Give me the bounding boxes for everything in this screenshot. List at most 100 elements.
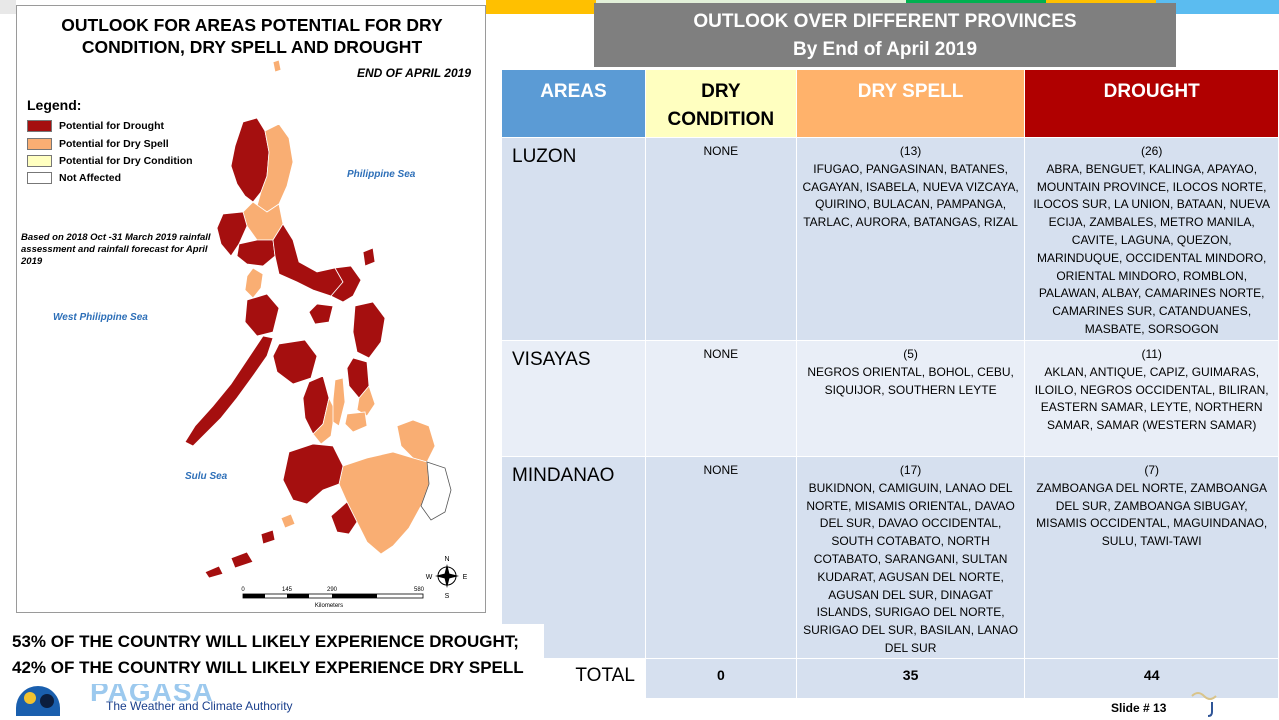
region-tawi-tawi-drought [230,551,254,569]
header-dry-condition: DRY CONDITION [644,69,797,138]
region-luzon-north-drought [230,117,270,203]
dry-spell-cell: (17) BUKIDNON, CAMIGUIN, LANAO DEL NORTE… [795,456,1026,659]
dry-condition-value: NONE [644,137,797,341]
logo-subtitle: The Weather and Climate Authority [106,699,293,713]
legend-item-dry-spell: Potential for Dry Spell [27,138,169,150]
region-maguindanao-drought [330,501,358,535]
dry-spell-provinces: IFUGAO, PANGASINAN, BATANES, CAGAYAN, IS… [802,161,1019,230]
region-southern-leyte-dry-spell [356,385,376,417]
scale-unit: Kilometers [315,603,343,609]
dry-spell-cell: (13) IFUGAO, PANGASINAN, BATANES, CAGAYA… [795,137,1026,341]
drought-count: (11) [1141,347,1162,361]
scale-tick: 0 [241,587,245,593]
assessment-basis-note: Based on 2018 Oct -31 March 2019 rainfal… [21,232,211,267]
sea-label-sulu: Sulu Sea [185,471,228,482]
region-bohol-dry-spell [344,411,368,433]
drought-count: (7) [1144,463,1160,477]
region-catanduanes-drought [362,247,376,267]
table-header-row: AREAS DRY CONDITION DRY SPELL DROUGHT [501,69,1279,138]
total-drought: 44 [1024,657,1279,699]
region-zambales-drought [216,211,248,257]
legend-swatch-drought [27,120,52,132]
table-row-luzon: LUZON NONE (13) IFUGAO, PANGASINAN, BATA… [501,137,1279,341]
sea-label-philippine: Philippine Sea [347,169,416,180]
region-sorsogon-drought [330,265,362,303]
header-dry-line2: CONDITION [667,109,775,130]
region-panay-drought [272,339,318,385]
province-outlook-table: AREAS DRY CONDITION DRY SPELL DROUGHT LU… [501,69,1279,699]
region-negros-oriental-dry-spell [312,396,336,445]
region-davao-not-affected [420,461,452,521]
compass-e: E [463,574,468,581]
map-title: OUTLOOK FOR AREAS POTENTIAL FOR DRY COND… [61,15,443,57]
dry-spell-provinces: BUKIDNON, CAMIGUIN, LANAO DEL NORTE, MIS… [803,480,1019,655]
region-tawi-tawi-islands-drought [204,565,224,579]
legend-swatch-dry-spell [27,138,52,150]
sea-label-west-philippine: West Philippine Sea [53,312,148,323]
total-dry-condition: 0 [644,657,797,699]
dry-spell-count: (13) [899,144,922,158]
dry-spell-provinces: NEGROS ORIENTAL, BOHOL, CEBU, SIQUIJOR, … [807,364,1014,397]
slide-number: Slide # 13 [1111,701,1167,715]
region-basilan-dry-spell [280,513,296,529]
drought-count: (26) [1141,144,1163,158]
table-row-total: TOTAL 0 35 44 [501,657,1279,699]
dry-condition-value: NONE [644,340,797,457]
decorative-squiggle-icon [1191,692,1217,717]
dry-spell-count: (17) [899,463,922,477]
legend-swatch-dry-condition [27,155,52,167]
legend-title: Legend: [27,97,82,113]
header-dry-line1: DRY [701,81,741,102]
region-palawan-drought [184,335,274,447]
legend-item-not-affected: Not Affected [27,172,121,184]
region-masbate-drought [308,303,334,325]
compass-w: W [426,574,433,581]
region-mindoro-drought [244,293,280,337]
region-cebu-dry-spell [332,377,346,427]
philippines-map: N S E W 0 145 290 580 Kilometers [184,59,468,609]
drought-provinces: AKLAN, ANTIQUE, CAPIZ, GUIMARAS, ILOILO,… [1034,364,1269,433]
legend-label: Potential for Dry Spell [59,138,169,150]
scale-tick: 145 [282,587,293,593]
legend-item-drought: Potential for Drought [27,120,164,132]
drought-outlook-map: OUTLOOK FOR AREAS POTENTIAL FOR DRY COND… [16,5,486,613]
region-batangas-dry-spell [244,267,264,299]
compass-icon: N S E W [426,556,468,600]
header-areas: AREAS [501,69,646,138]
dry-spell-count: (5) [903,347,918,361]
outlook-title: OUTLOOK OVER DIFFERENT PROVINCES [693,11,1077,32]
summary-drought: 53% OF THE COUNTRY WILL LIKELY EXPERIENC… [12,632,519,651]
outlook-subtitle: By End of April 2019 [792,39,978,60]
table-row-mindanao: MINDANAO NONE (17) BUKIDNON, CAMIGUIN, L… [501,456,1279,659]
compass-s: S [445,593,450,600]
area-name: VISAYAS [501,340,646,457]
pagasa-emblem-icon [16,686,60,716]
region-quezon-bicol-drought [272,223,344,297]
legend-label: Not Affected [59,172,122,184]
header-dry-spell: DRY SPELL [795,69,1026,138]
scale-tick: 290 [327,587,338,593]
pagasa-logo: PAGASA The Weather and Climate Authority [8,676,308,716]
map-date: END OF APRIL 2019 [356,66,471,80]
region-manila-drought [236,239,276,267]
region-samar-drought [352,301,386,359]
region-zamboanga-drought [282,443,344,505]
compass-n: N [444,556,449,563]
legend-label: Potential for Drought [59,120,164,132]
total-dry-spell: 35 [795,657,1026,699]
drought-provinces: ABRA, BENGUET, KALINGA, APAYAO, MOUNTAIN… [1033,161,1271,336]
area-name: LUZON [501,137,646,341]
dry-condition-value: NONE [644,456,797,659]
region-sulu-drought [260,529,276,545]
drought-cell: (7) ZAMBOANGA DEL NORTE, ZAMBOANGA DEL S… [1024,456,1279,659]
scale-tick: 580 [414,587,425,593]
country-summary: 53% OF THE COUNTRY WILL LIKELY EXPERIENC… [4,624,544,684]
legend-swatch-not-affected [27,172,52,184]
summary-dry-spell: 42% OF THE COUNTRY WILL LIKELY EXPERIENC… [12,658,524,677]
region-surigao-dry-spell [396,419,436,463]
drought-cell: (11) AKLAN, ANTIQUE, CAPIZ, GUIMARAS, IL… [1024,340,1279,457]
outlook-title-box: OUTLOOK OVER DIFFERENT PROVINCES By End … [594,3,1176,67]
legend-label: Potential for Dry Condition [59,155,193,167]
drought-provinces: ZAMBOANGA DEL NORTE, ZAMBOANGA DEL SUR, … [1036,480,1268,549]
table-row-visayas: VISAYAS NONE (5) NEGROS ORIENTAL, BOHOL,… [501,340,1279,457]
